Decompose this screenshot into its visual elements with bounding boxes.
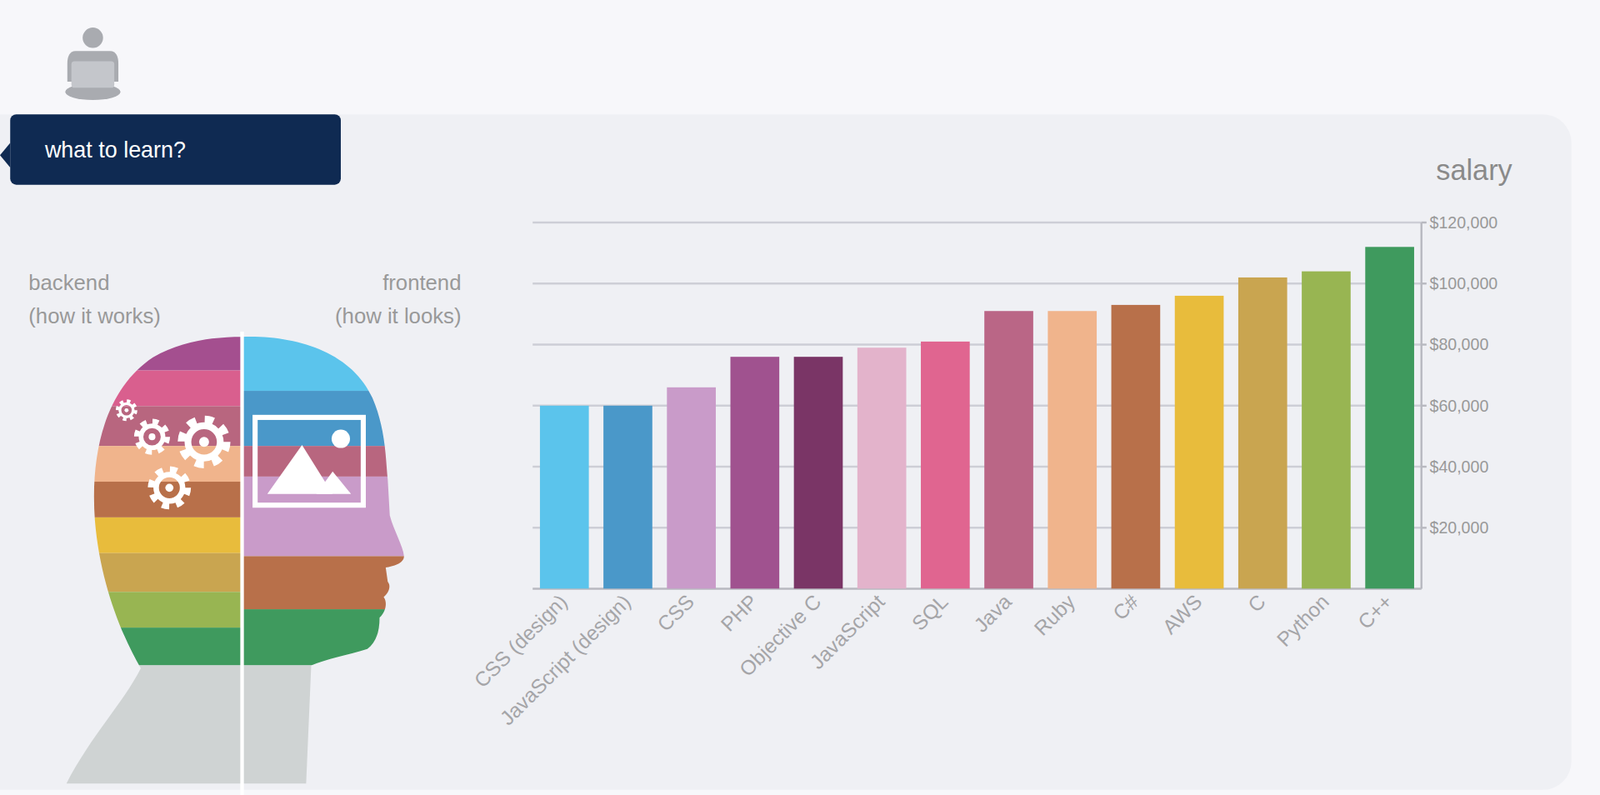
category-label: Java	[969, 590, 1016, 637]
backend-subtitle: (how it works)	[28, 304, 161, 328]
grid-line	[532, 405, 1422, 407]
tick-label: $100,000	[1430, 274, 1499, 293]
head-divider	[240, 331, 244, 795]
head-band	[50, 481, 242, 518]
gear-ring	[155, 474, 183, 501]
head-band	[241, 665, 415, 791]
category-label: C++	[1353, 590, 1397, 634]
bar	[920, 341, 970, 590]
bar	[1365, 246, 1415, 589]
tick-label: $80,000	[1430, 335, 1490, 354]
head-band	[241, 445, 415, 477]
bar	[1047, 310, 1097, 589]
gear-teeth	[117, 400, 136, 420]
head-band	[50, 517, 242, 554]
bar	[857, 347, 907, 589]
image-icon	[255, 417, 364, 505]
header: what to learn?	[0, 114, 341, 185]
tick-label: $40,000	[1430, 457, 1490, 476]
gear-ring	[140, 425, 163, 448]
bar	[1111, 305, 1161, 590]
backend-title: backend	[28, 270, 110, 295]
gear-ring	[188, 425, 221, 459]
bar	[540, 405, 590, 590]
category-label: PHP	[716, 590, 763, 636]
head-band	[241, 331, 415, 391]
gear-hub	[199, 436, 210, 447]
person-laptop	[71, 61, 115, 89]
grid-line	[532, 282, 1422, 285]
bar	[1301, 271, 1351, 590]
y-axis-line	[1420, 222, 1422, 590]
tick-label: $20,000	[1430, 518, 1490, 537]
category-label: JavaScript	[805, 590, 890, 674]
head-band	[50, 591, 242, 628]
page: what to learn? backend (how it works) front…	[0, 0, 1600, 795]
category-label: C	[1243, 590, 1270, 617]
gear-ring	[120, 403, 134, 417]
chart-title: salary	[1435, 154, 1513, 186]
grid-line	[532, 343, 1422, 345]
person-icon	[65, 27, 120, 100]
bar	[730, 356, 780, 589]
bar	[1175, 295, 1225, 590]
gear	[150, 469, 188, 506]
gear-hub	[124, 408, 129, 413]
header-label: what to learn?	[44, 137, 186, 163]
gear-hub	[148, 433, 155, 440]
category-label: C#	[1108, 590, 1143, 625]
tick-label: $60,000	[1430, 396, 1490, 415]
gear-teeth	[136, 421, 168, 453]
head-band	[50, 665, 242, 791]
gear	[136, 421, 168, 453]
tick-label: $120,000	[1430, 213, 1499, 232]
category-label: AWS	[1158, 590, 1207, 639]
bar	[666, 387, 716, 590]
chart: salary $20,000 $40,000 $60,000 $80,000 $100,0…	[470, 154, 1514, 730]
gear-teeth	[181, 419, 227, 465]
category-label: Objective C	[735, 590, 826, 681]
image-frame	[255, 417, 364, 505]
bar	[603, 405, 653, 590]
head-band	[50, 627, 242, 665]
x-axis-line	[532, 587, 1422, 590]
bar	[794, 356, 844, 589]
grid-line	[532, 465, 1422, 468]
gear-teeth	[150, 469, 188, 506]
frontend-subtitle: (how it looks)	[335, 304, 461, 328]
image-mountain	[316, 471, 352, 495]
bar	[984, 310, 1034, 589]
image-sun	[331, 430, 350, 449]
grid-line	[532, 526, 1422, 529]
gear-hub	[165, 484, 174, 493]
head-band	[50, 331, 242, 371]
category-label: Python	[1272, 590, 1334, 651]
frontend-title: frontend	[382, 270, 461, 295]
grid-line	[532, 221, 1422, 224]
head-band	[241, 609, 415, 665]
category-label: SQL	[907, 590, 953, 635]
head-band	[50, 370, 242, 407]
header-pointer	[0, 142, 10, 167]
person-head	[82, 27, 103, 48]
head	[50, 331, 415, 791]
bars	[540, 246, 1415, 589]
category-label: CSS	[652, 590, 699, 636]
header-box	[10, 114, 341, 185]
category-label: JavaScript (design)	[495, 590, 635, 730]
gear	[117, 400, 136, 420]
head-band	[241, 555, 415, 610]
bar	[1238, 277, 1288, 590]
category-label: Ruby	[1030, 590, 1080, 640]
gear	[181, 419, 227, 465]
head-band	[50, 553, 242, 593]
